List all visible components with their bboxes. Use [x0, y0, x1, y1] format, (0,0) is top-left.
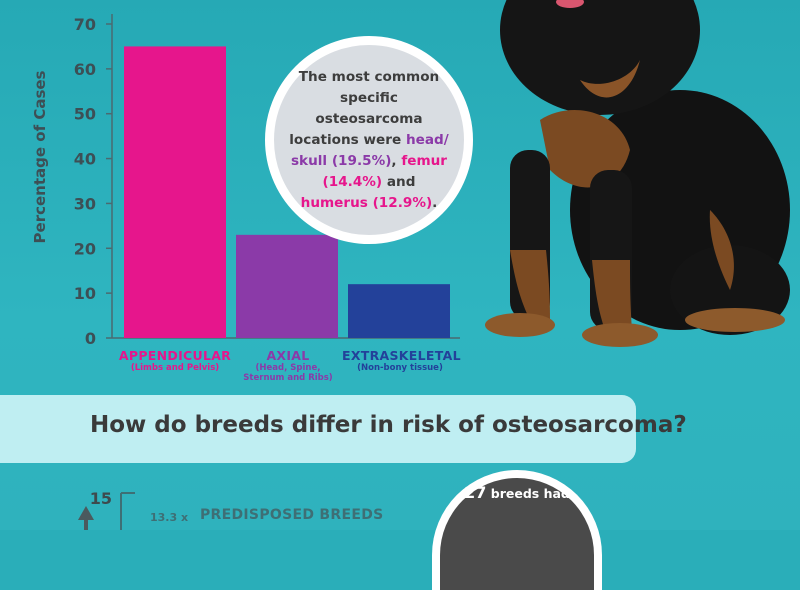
bar-axial	[236, 234, 338, 338]
y-tick-label: 0	[85, 329, 96, 348]
predisposed-ratio: 13.3 x	[150, 511, 189, 524]
breed-count-text: 27 breeds had	[440, 484, 594, 503]
category-subtitle: (Head, Spine, Sternum and Ribs)	[243, 363, 333, 383]
y-tick-label: 60	[74, 60, 96, 79]
bar-chart: 0 10 20 30 40 50 60 70 Percentage of Cases	[31, 14, 460, 348]
y-axis-label: Percentage of Cases	[31, 70, 49, 243]
y-tick-label: 70	[74, 15, 96, 34]
category-subtitle: (Non-bony tissue)	[357, 363, 443, 373]
category-name: APPENDICULAR	[118, 348, 232, 363]
callout-sep: ,	[391, 152, 397, 169]
section-heading: How do breeds differ in risk of osteosar…	[90, 412, 687, 438]
y-tick-label: 10	[74, 284, 96, 303]
callout-femur: femur (14.4%)	[322, 152, 448, 190]
up-arrow-icon	[78, 506, 94, 520]
breed-count-number: 27	[464, 483, 487, 502]
callout-humerus: humerus (12.9%)	[300, 194, 433, 211]
callout-end: .	[432, 194, 438, 211]
location-callout: The most common specific osteosarcoma lo…	[265, 36, 473, 244]
arrow-shaft	[84, 520, 88, 530]
bar-appendicular	[124, 46, 226, 339]
category-label-extraskeletal: EXTRASKELETAL (Non-bony tissue)	[342, 348, 461, 373]
predisposed-breeds-label: PREDISPOSED BREEDS	[200, 507, 384, 523]
category-label-axial: AXIAL (Head, Spine, Sternum and Ribs)	[236, 348, 340, 383]
breed-count-label: breeds had	[490, 486, 570, 501]
category-subtitle: (Limbs and Pelvis)	[130, 363, 220, 373]
breed-axis-top-tick: 15	[90, 489, 112, 508]
rottweiler-dog-image	[485, 0, 790, 347]
bar-extraskeletal	[348, 284, 450, 338]
breed-chart-axis: 15	[78, 489, 135, 530]
y-tick-label: 50	[74, 105, 96, 124]
y-tick-label: 20	[74, 239, 96, 258]
section-banner: How do breeds differ in risk of osteosar…	[0, 395, 687, 463]
callout-head: head/ skull (19.5%)	[290, 131, 449, 169]
breed-count-callout: 27 breeds had	[432, 470, 602, 590]
category-name: AXIAL	[266, 348, 310, 363]
callout-pre: The most common specific osteosarcoma lo…	[289, 68, 440, 148]
y-tick-label: 40	[74, 150, 96, 169]
category-label-appendicular: APPENDICULAR (Limbs and Pelvis)	[112, 348, 238, 373]
callout-text: The most common specific osteosarcoma lo…	[289, 67, 449, 214]
bars	[124, 46, 450, 339]
y-tick-label: 30	[74, 194, 96, 213]
callout-and: and	[386, 173, 416, 190]
category-name: EXTRASKELETAL	[342, 348, 461, 363]
